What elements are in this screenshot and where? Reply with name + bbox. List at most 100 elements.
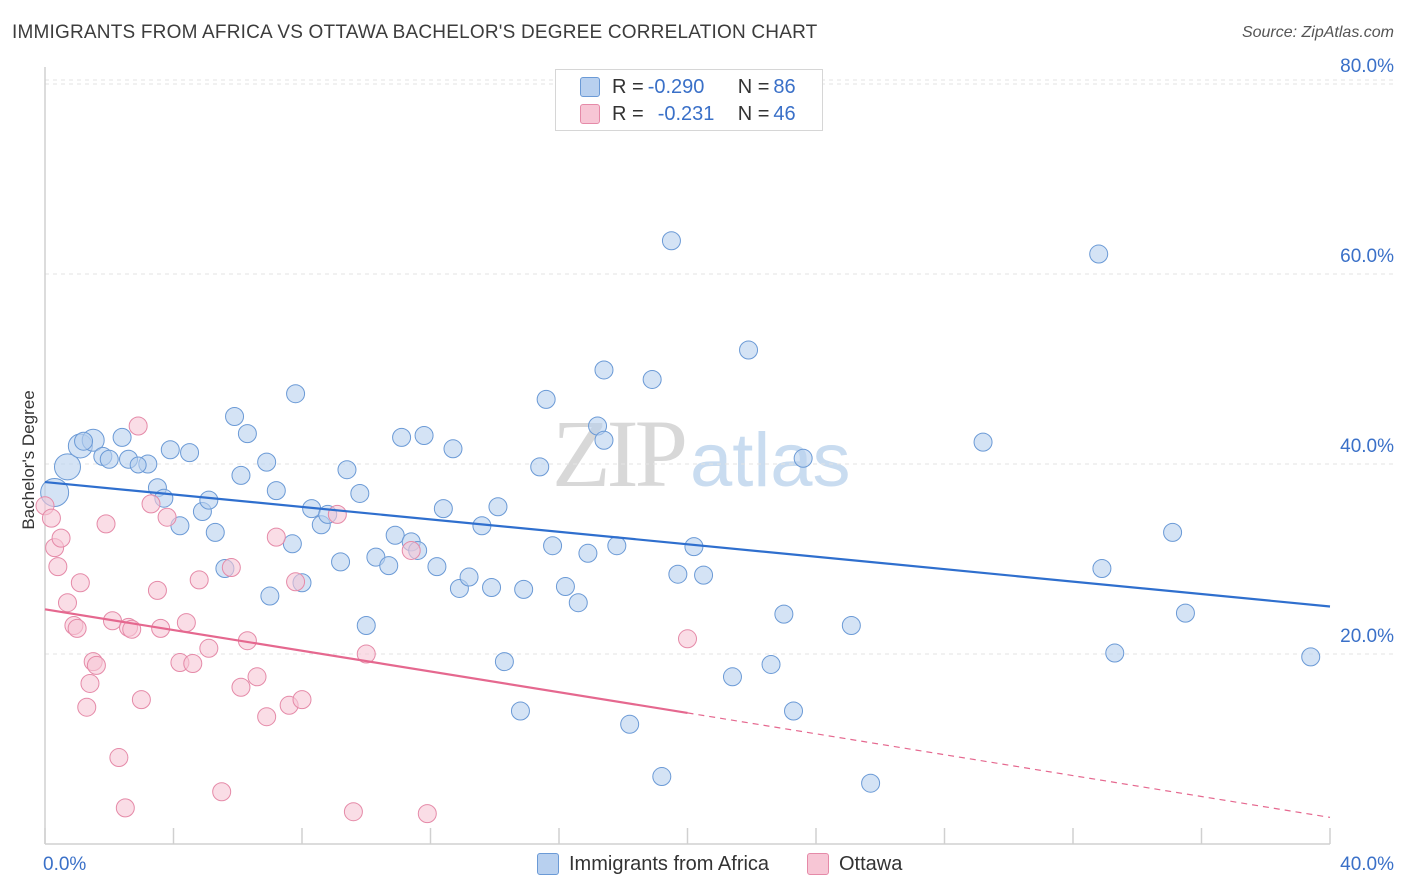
point-ottawa <box>183 654 203 673</box>
point-africa <box>494 652 514 672</box>
point-africa <box>282 534 302 554</box>
legend-n-label: N = <box>737 102 770 125</box>
point-africa <box>652 767 672 787</box>
point-africa <box>555 577 575 597</box>
watermark-atlas: atlas <box>690 418 851 503</box>
point-ottawa <box>80 673 100 693</box>
legend-row-ottawa: R = -0.231 N = 46 <box>580 102 796 126</box>
point-ottawa <box>678 629 697 649</box>
watermark-zip: ZIP <box>552 400 688 507</box>
source-label: Source: ZipAtlas.com <box>1241 24 1394 41</box>
point-ottawa <box>48 557 68 577</box>
point-africa <box>237 424 257 444</box>
point-africa <box>266 481 286 501</box>
point-africa <box>356 616 376 635</box>
bottom-legend-swatch-pink <box>807 853 829 875</box>
point-africa <box>694 565 714 585</box>
point-ottawa <box>141 494 161 514</box>
point-ottawa <box>221 558 241 578</box>
point-africa <box>841 616 861 635</box>
legend-r-value: -0.290 <box>647 75 705 98</box>
point-ottawa <box>257 707 277 727</box>
point-ottawa <box>343 802 363 822</box>
legend-r-label: R = <box>612 102 644 125</box>
point-africa <box>543 536 563 556</box>
point-africa <box>99 449 119 469</box>
bottom-legend-swatch-blue <box>537 853 559 875</box>
point-ottawa <box>189 570 209 590</box>
trendline-ottawa-extension <box>687 712 1331 818</box>
point-ottawa <box>115 798 135 818</box>
point-ottawa <box>147 580 167 600</box>
point-africa <box>231 465 251 485</box>
watermark-logo: ZIPatlas <box>552 398 851 509</box>
point-africa <box>331 552 351 572</box>
point-africa <box>180 443 200 463</box>
y-tick-label: 40.0% <box>1340 436 1394 457</box>
point-ottawa <box>401 540 421 560</box>
trendline-ottawa <box>44 608 688 714</box>
point-africa <box>510 701 530 721</box>
point-africa <box>1163 522 1183 542</box>
point-africa <box>861 773 881 793</box>
point-ottawa <box>131 690 151 710</box>
point-africa <box>482 578 502 597</box>
chart-title: IMMIGRANTS FROM AFRICA VS OTTAWA BACHELO… <box>12 22 818 43</box>
point-africa <box>350 483 370 503</box>
point-africa <box>1105 643 1125 663</box>
point-africa <box>392 427 412 447</box>
point-africa <box>53 453 81 481</box>
point-ottawa <box>67 618 87 638</box>
point-africa <box>1175 603 1195 623</box>
legend-r-label: R = <box>612 75 644 98</box>
point-africa <box>793 448 813 468</box>
point-africa <box>684 537 704 557</box>
point-ottawa <box>128 416 148 436</box>
point-ottawa <box>356 644 376 664</box>
point-africa <box>661 231 681 251</box>
legend-row-africa: R = -0.290 N = 86 <box>580 75 796 99</box>
point-africa <box>594 430 614 450</box>
point-africa <box>112 427 132 447</box>
point-africa <box>607 536 627 556</box>
point-ottawa <box>96 514 116 534</box>
y-axis-label: Bachelor's Degree <box>19 390 38 529</box>
point-ottawa <box>231 677 251 697</box>
point-africa <box>443 439 463 459</box>
point-africa <box>620 714 640 734</box>
point-africa <box>1089 244 1109 264</box>
point-africa <box>459 567 479 587</box>
point-africa <box>286 384 306 404</box>
point-africa <box>414 426 434 445</box>
point-africa <box>594 360 614 380</box>
legend-swatch-blue <box>580 77 600 97</box>
point-ottawa <box>86 655 106 675</box>
point-ottawa <box>157 507 177 527</box>
point-africa <box>257 452 277 472</box>
legend-r-value: -0.231 <box>657 102 715 125</box>
legend-n-value: 86 <box>773 75 796 98</box>
bottom-legend-ottawa: Ottawa <box>807 852 902 876</box>
y-tick-label: 20.0% <box>1340 626 1394 647</box>
correlation-legend: R = -0.290 N = 86 R = -0.231 N = 46 <box>555 69 823 131</box>
point-ottawa <box>292 690 312 710</box>
point-africa <box>774 604 794 624</box>
y-tick-label: 80.0% <box>1340 56 1394 77</box>
point-africa <box>536 389 556 409</box>
point-ottawa <box>176 613 196 633</box>
point-africa <box>722 667 742 687</box>
point-africa <box>433 499 453 519</box>
point-africa <box>160 440 180 460</box>
point-ottawa <box>41 508 61 528</box>
point-ottawa <box>109 748 129 768</box>
point-africa <box>568 593 588 613</box>
point-africa <box>129 456 147 474</box>
legend-n-label: N = <box>737 75 770 98</box>
point-africa <box>337 460 357 480</box>
point-africa <box>514 579 534 599</box>
point-africa <box>668 564 688 584</box>
point-africa <box>784 701 804 721</box>
point-africa <box>642 369 662 389</box>
trendline-africa <box>44 480 1331 608</box>
